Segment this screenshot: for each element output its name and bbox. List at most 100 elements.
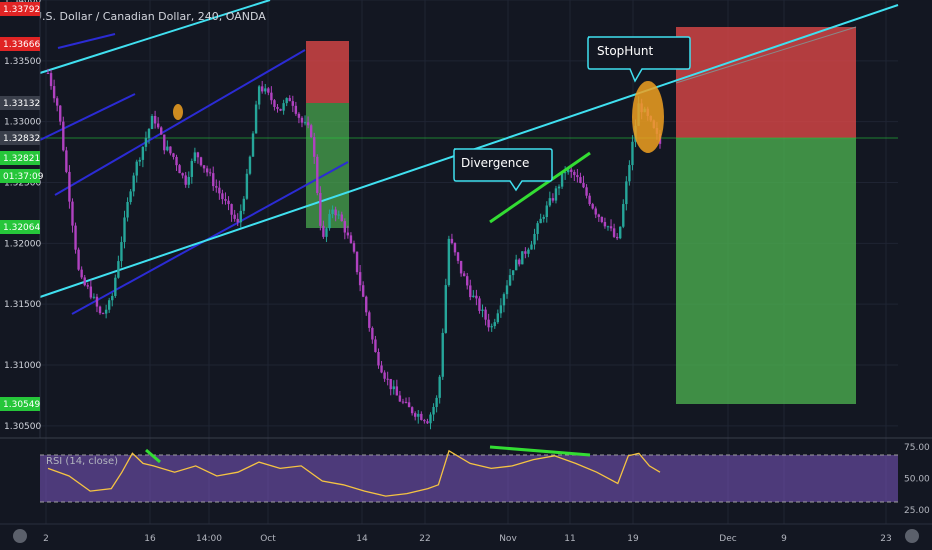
- candle-body: [245, 173, 249, 199]
- candle-body: [524, 251, 527, 254]
- candle-body: [609, 226, 613, 229]
- candle-body: [539, 218, 542, 224]
- channel-line-top-short[interactable]: [57, 33, 116, 49]
- candle-body: [270, 92, 273, 101]
- candle-body: [514, 259, 518, 271]
- candle-body: [328, 214, 331, 229]
- candle-body: [557, 186, 561, 189]
- candle-body: [309, 125, 313, 138]
- candle-body: [316, 156, 319, 193]
- symbol-title: U.S. Dollar / Canadian Dollar, 240, OAND…: [34, 10, 266, 23]
- divergence-label: Divergence: [461, 156, 529, 170]
- trendline-top-cyan[interactable]: [39, 0, 271, 74]
- earlier-stop-zone[interactable]: [306, 41, 349, 103]
- divergence-callout[interactable]: Divergence: [453, 148, 553, 192]
- channel-line-upper-left[interactable]: [39, 93, 136, 141]
- candle-body: [117, 261, 120, 278]
- candle-body: [368, 312, 371, 328]
- candle-body: [469, 285, 472, 298]
- candle-body: [475, 295, 478, 299]
- candle-body: [588, 195, 591, 205]
- candle-body: [59, 105, 62, 122]
- candle-body: [420, 413, 423, 420]
- candle-body: [129, 191, 132, 202]
- price-tick-label: 1.33500: [4, 57, 41, 67]
- candle-body: [291, 101, 294, 106]
- price-badge: [0, 131, 40, 145]
- candle-body: [567, 169, 570, 173]
- candle-body: [508, 275, 512, 286]
- candle-body: [551, 198, 555, 201]
- candle-body: [251, 133, 255, 157]
- candle-body: [114, 277, 117, 296]
- candle-body: [502, 294, 506, 306]
- candle-body: [101, 313, 105, 315]
- candle-body: [628, 165, 631, 182]
- candle-body: [141, 146, 145, 160]
- candle-body: [542, 217, 545, 219]
- candle-body: [389, 378, 392, 390]
- time-tick-label: 22: [419, 534, 430, 544]
- scroll-forward-icon[interactable]: [905, 529, 919, 543]
- rsi-title: RSI (14, close): [46, 456, 118, 467]
- candle-body: [417, 413, 420, 417]
- candle-body: [325, 228, 328, 237]
- price-badge: [0, 2, 40, 16]
- candle-body: [80, 269, 83, 278]
- candle-body: [163, 134, 166, 151]
- candle-body: [352, 243, 356, 252]
- scroll-back-icon[interactable]: [13, 529, 27, 543]
- candle-body: [46, 73, 50, 74]
- price-badge-label: 1.33666: [3, 40, 40, 50]
- candle-body: [597, 214, 600, 217]
- rsi-tick-label: 50.00: [904, 475, 930, 485]
- stop-loss-zone[interactable]: [676, 27, 856, 138]
- candle-body: [407, 402, 411, 408]
- candle-body: [77, 249, 80, 270]
- candle-body: [606, 226, 610, 228]
- candle-body: [71, 201, 74, 226]
- channel-line-upper[interactable]: [54, 49, 306, 196]
- candle-body: [205, 168, 209, 173]
- channel-line-lower[interactable]: [71, 161, 349, 315]
- candle-body: [383, 372, 386, 379]
- divergence-price-line[interactable]: [489, 151, 591, 224]
- candle-body: [615, 236, 619, 239]
- rsi-divergence-left: [145, 448, 161, 464]
- rsi-divergence-right: [489, 445, 591, 457]
- candle-body: [62, 121, 65, 151]
- time-tick-label: 2: [43, 534, 49, 544]
- candle-body: [297, 113, 301, 118]
- candle-body: [254, 104, 258, 134]
- candle-body: [423, 419, 426, 422]
- time-tick-label: 9: [781, 534, 787, 544]
- candle-body: [582, 182, 585, 188]
- candle-body: [392, 386, 395, 390]
- candle-body: [83, 277, 86, 286]
- candle-body: [55, 98, 59, 106]
- candle-body: [459, 260, 463, 274]
- candle-body: [625, 181, 628, 205]
- stophunt-callout[interactable]: StopHunt: [587, 36, 691, 83]
- candle-body: [267, 88, 270, 93]
- candle-body: [172, 153, 175, 157]
- candle-body: [132, 175, 135, 192]
- candle-body: [123, 217, 126, 243]
- swing-high-highlight[interactable]: [173, 104, 183, 120]
- candle-body: [147, 128, 151, 138]
- time-tick-label: Oct: [260, 534, 276, 544]
- candle-body: [404, 401, 408, 403]
- candle-body: [181, 173, 184, 176]
- candle-body: [554, 188, 558, 201]
- take-profit-zone[interactable]: [676, 138, 856, 404]
- candle-body: [499, 305, 503, 314]
- candle-body: [380, 365, 383, 373]
- stophunt-highlight[interactable]: [632, 81, 664, 153]
- candle-body: [487, 319, 490, 328]
- stophunt-label: StopHunt: [597, 44, 654, 58]
- price-badge-label: 01:37:09: [3, 172, 44, 182]
- candle-body: [108, 300, 111, 310]
- candle-body: [92, 296, 96, 298]
- candle-body: [481, 309, 484, 311]
